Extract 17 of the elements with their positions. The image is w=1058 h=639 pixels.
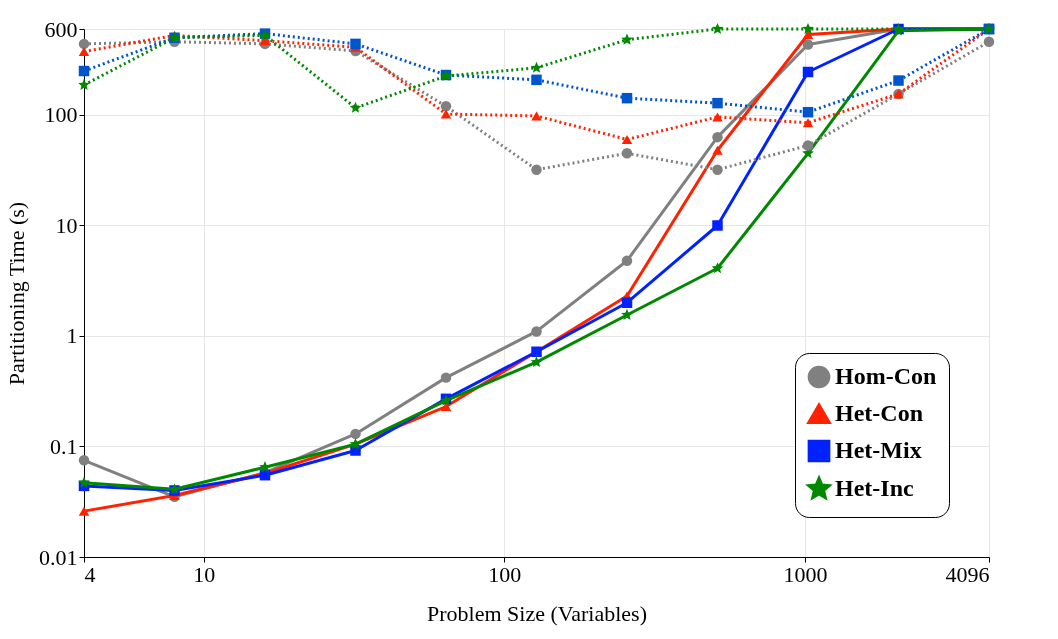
y-tick-label: 0.01 (39, 544, 78, 570)
x-tick-label: 4 (84, 561, 96, 587)
x-tick-label: 1000 (783, 561, 828, 587)
y-tick-label: 600 (44, 16, 78, 42)
y-tick-label: 100 (44, 102, 78, 128)
legend-label: Het-Con (835, 400, 923, 426)
x-axis-title: Problem Size (Variables) (427, 600, 647, 626)
y-tick-label: 0.1 (50, 434, 78, 459)
x-tick-label: 100 (488, 561, 522, 587)
legend-label: Het-Mix (835, 437, 922, 463)
y-axis-title: Partitioning Time (s) (4, 201, 29, 386)
legend-label: Het-Inc (835, 475, 914, 501)
x-tick-label: 10 (193, 561, 216, 587)
y-tick-label: 1 (66, 323, 78, 349)
x-tick-label: 4096 (945, 561, 990, 587)
y-tick-label: 10 (55, 212, 78, 238)
legend-label: Hom-Con (835, 363, 937, 389)
